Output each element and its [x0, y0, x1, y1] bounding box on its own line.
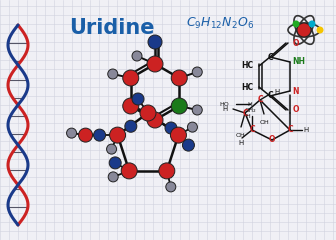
- Text: O: O: [293, 38, 299, 48]
- Circle shape: [108, 69, 118, 79]
- Circle shape: [297, 23, 311, 37]
- Circle shape: [308, 20, 316, 27]
- Circle shape: [140, 105, 156, 121]
- Text: HC: HC: [241, 61, 253, 71]
- Circle shape: [79, 128, 92, 142]
- Text: C: C: [267, 91, 273, 101]
- Circle shape: [165, 122, 177, 134]
- Circle shape: [121, 163, 137, 179]
- Circle shape: [147, 56, 163, 72]
- Circle shape: [132, 93, 144, 105]
- Text: H: H: [274, 89, 279, 95]
- Circle shape: [125, 120, 137, 132]
- Text: Uridine: Uridine: [69, 18, 155, 38]
- Text: O: O: [269, 136, 275, 144]
- Circle shape: [171, 70, 187, 86]
- Circle shape: [147, 112, 163, 128]
- Text: C: C: [267, 53, 273, 61]
- Text: O: O: [293, 106, 299, 114]
- Text: C$_9$H$_{12}$N$_2$O$_6$: C$_9$H$_{12}$N$_2$O$_6$: [186, 16, 254, 31]
- Circle shape: [159, 163, 175, 179]
- Text: H: H: [238, 140, 244, 146]
- Circle shape: [192, 105, 202, 115]
- Text: H: H: [223, 106, 228, 112]
- Text: H: H: [248, 102, 252, 108]
- Circle shape: [107, 144, 117, 154]
- Text: OH: OH: [236, 133, 246, 138]
- Circle shape: [166, 182, 176, 192]
- Circle shape: [293, 20, 299, 27]
- Circle shape: [109, 157, 121, 169]
- Text: HO: HO: [219, 102, 229, 107]
- Text: OH: OH: [259, 120, 269, 125]
- Text: C: C: [257, 96, 263, 104]
- Circle shape: [123, 70, 139, 86]
- Circle shape: [123, 98, 139, 114]
- Text: N: N: [292, 86, 298, 96]
- Circle shape: [93, 129, 106, 141]
- Circle shape: [187, 122, 198, 132]
- Circle shape: [182, 139, 195, 151]
- Circle shape: [110, 127, 126, 143]
- Circle shape: [67, 128, 77, 138]
- Circle shape: [171, 98, 187, 114]
- Text: C: C: [249, 126, 255, 134]
- Text: CH₂: CH₂: [244, 108, 256, 113]
- Circle shape: [148, 35, 162, 49]
- Text: HC: HC: [241, 83, 253, 91]
- Circle shape: [132, 51, 142, 61]
- Text: NH: NH: [292, 58, 305, 66]
- Circle shape: [170, 127, 186, 143]
- Text: H: H: [246, 114, 250, 119]
- Circle shape: [317, 26, 324, 34]
- Text: H: H: [303, 127, 308, 133]
- Text: C: C: [287, 126, 293, 134]
- Circle shape: [108, 172, 118, 182]
- Circle shape: [192, 67, 202, 77]
- Text: C: C: [242, 108, 248, 118]
